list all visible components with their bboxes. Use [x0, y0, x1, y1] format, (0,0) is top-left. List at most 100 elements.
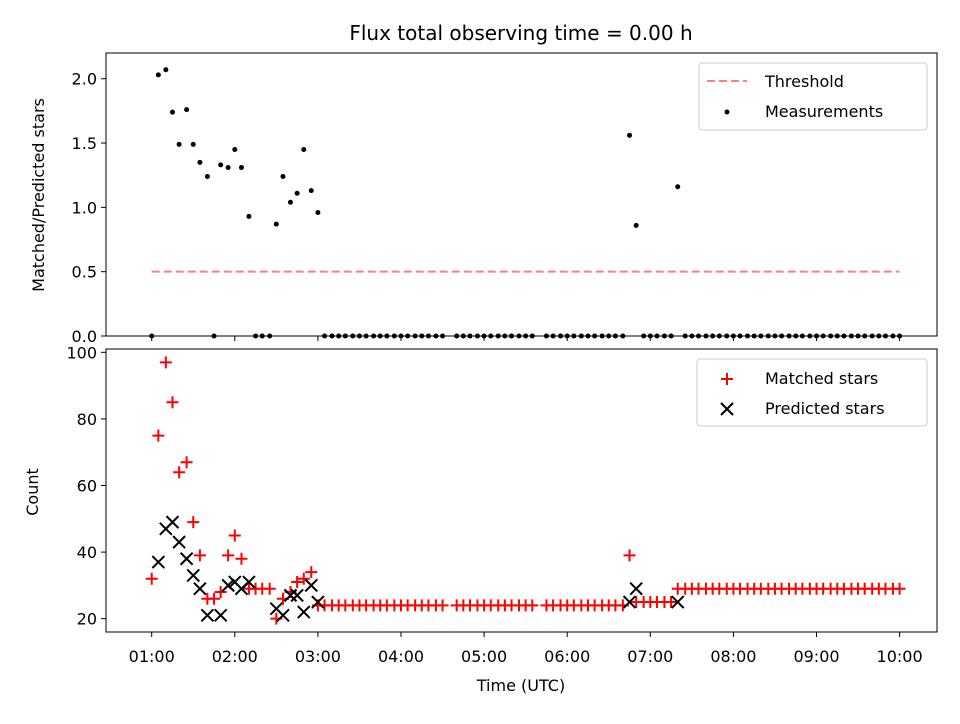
measurement-point: [765, 333, 771, 339]
x-tick-label: 07:00: [627, 647, 673, 666]
measurement-point: [329, 333, 335, 339]
x-tick-label: 09:00: [793, 647, 839, 666]
measurement-point: [225, 164, 231, 170]
measurement-point: [440, 333, 446, 339]
top-legend: Threshold Measurements: [698, 62, 928, 131]
measurement-point: [654, 333, 660, 339]
measurement-point: [502, 333, 508, 339]
measurements-legend-swatch: [724, 109, 730, 115]
measurement-point: [273, 221, 279, 227]
top-y-ticks: 0.0 0.5 1.0 1.5 2.0: [72, 70, 106, 346]
matched-star-marker: [193, 549, 206, 562]
x-tick-label: 08:00: [710, 647, 756, 666]
measurement-point: [253, 333, 259, 339]
measurement-point: [460, 333, 466, 339]
matched-star-marker: [297, 572, 310, 585]
measurement-point: [350, 333, 356, 339]
measurement-point: [280, 173, 286, 179]
measurement-point: [384, 333, 390, 339]
y-tick-label: 0.5: [72, 263, 97, 282]
predicted-legend-swatch: [720, 402, 734, 416]
x-tick-label: 03:00: [295, 647, 341, 666]
bottom-y-ticks: 20 40 60 80 100: [66, 343, 106, 629]
matched-star-marker: [173, 466, 186, 479]
measurement-point: [391, 333, 397, 339]
measurement-point: [336, 333, 342, 339]
matched-legend-label: Matched stars: [765, 369, 878, 388]
y-tick-label: 0.0: [72, 327, 97, 346]
measurement-point: [841, 333, 847, 339]
measurement-point: [758, 333, 764, 339]
measurement-point: [890, 333, 896, 339]
y-tick-label: 100: [66, 343, 97, 362]
bottom-y-axis-label: Count: [23, 468, 42, 516]
bottom-legend-box: [696, 358, 928, 427]
measurement-point: [641, 333, 647, 339]
measurement-point: [184, 107, 190, 113]
measurement-point: [828, 333, 834, 339]
measurement-point: [716, 333, 722, 339]
measurement-point: [745, 333, 751, 339]
measurement-point: [751, 333, 757, 339]
measurement-point: [793, 333, 799, 339]
measurement-point: [301, 146, 307, 152]
y-tick-label: 60: [77, 477, 97, 496]
measurement-point: [820, 333, 826, 339]
predicted-star-marker: [629, 582, 643, 596]
measurement-point: [419, 333, 425, 339]
measurement-point: [529, 333, 535, 339]
predicted-star-marker: [213, 608, 228, 623]
measurement-point: [356, 333, 362, 339]
measurement-point: [599, 333, 605, 339]
predicted-star-marker: [200, 608, 215, 623]
matched-star-marker: [436, 599, 449, 612]
measurements-legend-label: Measurements: [765, 102, 883, 121]
measurement-point: [467, 333, 473, 339]
measurement-point: [834, 333, 840, 339]
measurement-point: [799, 333, 805, 339]
measurement-point: [807, 333, 813, 339]
measurement-point: [488, 333, 494, 339]
bottom-panel: 20 40 60 80 100 Count Matched stars Predicte…: [23, 336, 938, 695]
measurement-point: [558, 333, 564, 339]
matched-star-marker: [187, 516, 200, 529]
measurement-point: [190, 141, 196, 147]
measurement-point: [571, 333, 577, 339]
measurement-point: [710, 333, 716, 339]
matched-star-marker: [235, 552, 248, 565]
measurement-point: [155, 72, 161, 78]
matched-star-marker: [180, 456, 193, 469]
measurement-point: [425, 333, 431, 339]
predicted-star-marker: [165, 515, 180, 529]
measurement-point: [523, 333, 529, 339]
predicted-stars-layer: [151, 515, 685, 623]
measurement-point: [578, 333, 584, 339]
measurements-layer: [149, 67, 903, 339]
measurement-point: [675, 184, 681, 190]
measurement-point: [232, 146, 238, 152]
measurement-point: [606, 333, 612, 339]
predicted-star-marker: [242, 575, 256, 589]
measurement-point: [585, 333, 591, 339]
x-tick-label: 10:00: [877, 647, 923, 666]
x-tick-label: 02:00: [212, 647, 258, 666]
predicted-star-marker: [622, 595, 637, 609]
bottom-axes-frame: [105, 348, 938, 633]
predicted-star-marker: [151, 555, 166, 569]
matched-star-marker: [623, 549, 636, 562]
measurement-point: [786, 333, 792, 339]
predicted-star-marker: [179, 552, 194, 566]
x-tick-label: 05:00: [461, 647, 507, 666]
measurement-point: [633, 222, 639, 228]
predicted-star-marker: [304, 578, 318, 593]
measurement-point: [211, 333, 217, 339]
measurement-point: [204, 173, 210, 179]
matched-star-marker: [893, 582, 906, 595]
predicted-star-marker: [221, 578, 235, 593]
measurement-point: [197, 159, 203, 165]
measurement-point: [724, 333, 730, 339]
measurement-point: [246, 213, 252, 219]
measurement-point: [696, 333, 702, 339]
measurement-point: [267, 333, 273, 339]
predicted-star-marker: [193, 582, 207, 596]
